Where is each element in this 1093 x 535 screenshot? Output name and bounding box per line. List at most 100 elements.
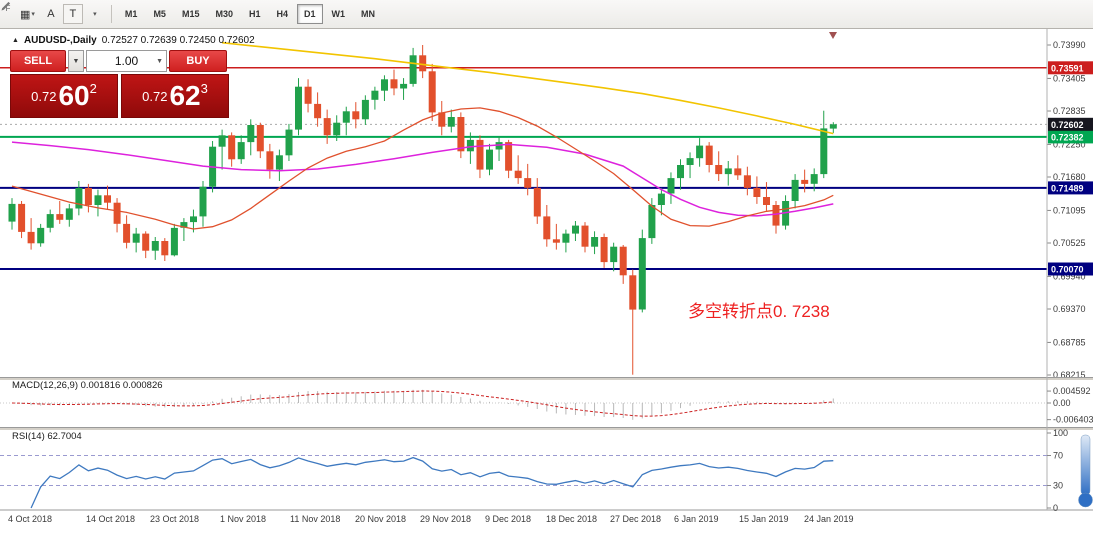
pane-separator[interactable] xyxy=(0,427,1093,430)
candle-body xyxy=(228,135,236,160)
text-tool-icon[interactable]: T xyxy=(62,4,83,24)
candle-body xyxy=(18,203,26,232)
candle-body xyxy=(524,178,532,188)
annotation-a-icon[interactable]: A xyxy=(41,4,61,24)
buy-price-point: 3 xyxy=(200,81,208,96)
rsi-pane-label: RSI(14) 62.7004 xyxy=(12,431,82,442)
candle-body xyxy=(371,90,379,100)
pencil-icon[interactable]: ▾ xyxy=(1,1,105,24)
rsi-axis-label: 100 xyxy=(1053,428,1068,438)
candle-body xyxy=(104,195,111,203)
candle-body xyxy=(27,231,35,244)
candle-body xyxy=(810,174,818,184)
macd-pane-label: MACD(12,26,9) 0.001816 0.000826 xyxy=(12,380,163,391)
price-tag-label: 0.72382 xyxy=(1051,132,1084,142)
candle-body xyxy=(46,214,54,228)
price-tag xyxy=(1048,130,1093,144)
candle-body xyxy=(820,128,828,175)
date-label: 20 Nov 2018 xyxy=(355,514,406,524)
date-label: 27 Dec 2018 xyxy=(610,514,661,524)
buy-price-prefix: 0.72 xyxy=(142,88,168,104)
date-label: 14 Oct 2018 xyxy=(86,514,135,524)
buy-price-display[interactable]: 0.72 62 3 xyxy=(121,74,229,118)
date-label: 15 Jan 2019 xyxy=(739,514,789,524)
candle-body xyxy=(400,83,408,89)
timeframe-h4[interactable]: H4 xyxy=(270,4,296,24)
candle-body xyxy=(170,227,178,256)
candle-body xyxy=(361,99,369,120)
candle-body xyxy=(275,155,283,170)
candle-body xyxy=(743,175,751,188)
collapse-panel-icon[interactable]: ▲ xyxy=(12,37,19,44)
price-tag xyxy=(1048,117,1093,131)
rsi-axis-label: 0 xyxy=(1053,503,1058,513)
candle-body xyxy=(772,205,780,226)
date-label: 23 Oct 2018 xyxy=(150,514,199,524)
candle-body xyxy=(8,203,16,222)
rsi-axis-label: 30 xyxy=(1053,481,1063,491)
candle-body xyxy=(753,187,761,197)
price-axis-label: 0.68215 xyxy=(1053,370,1086,380)
timeframe-w1[interactable]: W1 xyxy=(325,4,353,24)
timeframe-h1[interactable]: H1 xyxy=(242,4,268,24)
candle-body xyxy=(801,179,809,184)
price-axis-label: 0.73990 xyxy=(1053,40,1086,50)
buy-price-pips: 62 xyxy=(169,80,201,111)
candle-body xyxy=(113,202,121,224)
ma-yellow-line xyxy=(222,41,834,135)
candle-body xyxy=(333,122,341,136)
timeframe-m15[interactable]: M15 xyxy=(175,4,207,24)
trade-panel-controls: SELL ▼ 1.00 ▼ BUY xyxy=(10,50,229,72)
candle-body xyxy=(94,195,102,205)
price-axis-label: 0.73405 xyxy=(1053,73,1086,83)
symbol-name: AUDUSD-,Daily xyxy=(23,35,97,46)
candle-body xyxy=(734,168,742,176)
timeframe-mn[interactable]: MN xyxy=(354,4,382,24)
price-chart-canvas[interactable]: 0.73990 0.73405 0.72835 0.72250 0.71680 0.710… xyxy=(0,29,1093,535)
candle-body xyxy=(648,205,656,239)
timeframe-d1[interactable]: D1 xyxy=(297,4,323,24)
candle-body xyxy=(266,151,274,170)
candle-body xyxy=(763,197,770,205)
candle-body xyxy=(476,139,484,170)
candle-body xyxy=(543,216,551,240)
candle-body xyxy=(247,125,255,143)
toolbar-dock-handle[interactable]: F xyxy=(5,4,11,13)
price-tag xyxy=(1048,262,1093,276)
date-label: 29 Nov 2018 xyxy=(420,514,471,524)
timeframe-m30[interactable]: M30 xyxy=(208,4,240,24)
candle-body xyxy=(715,165,723,175)
lot-size-field[interactable]: 1.00 ▼ xyxy=(86,50,167,72)
price-tag xyxy=(1048,61,1093,75)
candle-body xyxy=(591,237,599,247)
chart-shift-marker xyxy=(829,32,837,39)
chart-text-annotation[interactable]: 多空转折点0. 7238 xyxy=(688,302,830,321)
price-axis-label: 0.72835 xyxy=(1053,106,1086,116)
candle-body xyxy=(466,139,474,152)
candle-body xyxy=(56,214,64,220)
sell-options-dropdown[interactable]: ▼ xyxy=(68,50,84,72)
pane-separator[interactable] xyxy=(0,377,1093,380)
buy-button[interactable]: BUY xyxy=(169,50,227,72)
candle-body xyxy=(409,55,417,84)
sell-button[interactable]: SELL xyxy=(10,50,66,72)
thermometer-gauge xyxy=(1080,434,1091,496)
candle-body xyxy=(132,233,140,243)
price-axis-label: 0.69370 xyxy=(1053,304,1086,314)
candle-body xyxy=(562,233,570,243)
lot-dropdown-icon[interactable]: ▼ xyxy=(156,57,163,65)
timeframe-m1[interactable]: M1 xyxy=(118,4,145,24)
candle-body xyxy=(218,135,226,147)
timeframe-m5[interactable]: M5 xyxy=(146,4,173,24)
sell-price-pips: 60 xyxy=(58,80,90,111)
price-tag-label: 0.71489 xyxy=(1051,183,1084,193)
candle-body xyxy=(667,178,675,194)
candle-body xyxy=(581,225,589,247)
chart-style-icon[interactable]: ▦ ▾ xyxy=(16,4,39,24)
ohlc-values: 0.72527 0.72639 0.72450 0.72602 xyxy=(101,35,255,46)
chevron-down-icon: ▾ xyxy=(31,11,35,18)
candle-body xyxy=(256,125,264,152)
candle-body xyxy=(304,86,312,104)
sell-price-display[interactable]: 0.72 60 2 xyxy=(10,74,118,118)
